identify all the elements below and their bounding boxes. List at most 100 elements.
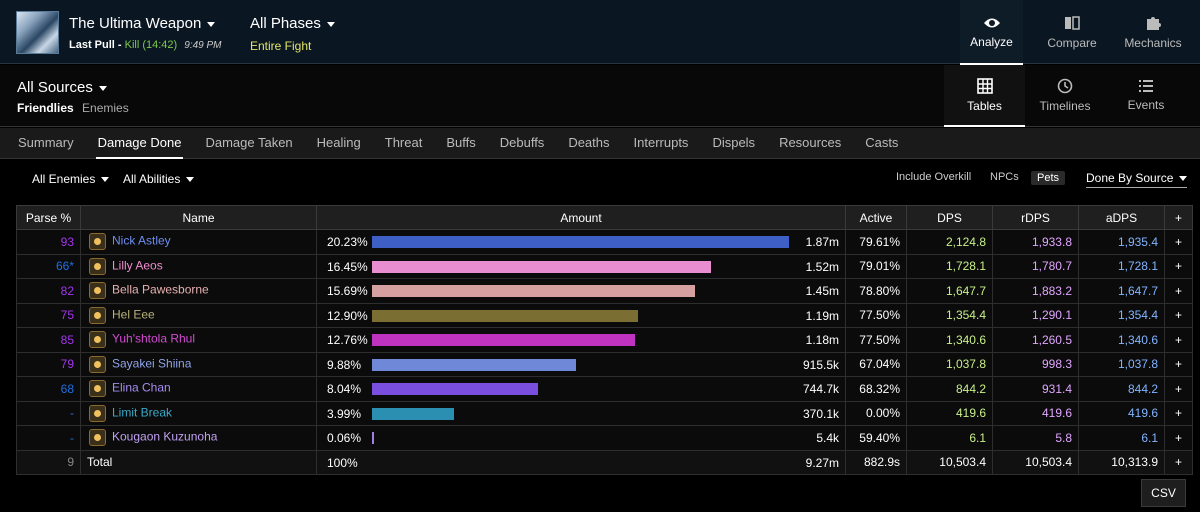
top-bar: The Ultima Weapon Last Pull - Kill (14:4… [0,0,1200,65]
tab-damage-taken[interactable]: Damage Taken [205,135,293,150]
tab-resources[interactable]: Resources [779,135,842,150]
name-cell[interactable]: Sayakei Shiina [80,351,317,377]
amount-bar [372,358,576,371]
chevron-down-icon [98,85,107,91]
expand-row-button[interactable]: + [1164,253,1193,279]
tab-dispels[interactable]: Dispels [712,135,756,150]
adps-cell: 1,354.4 [1078,302,1165,328]
view-events[interactable]: Events [1115,65,1177,126]
table-header-row: Parse % Name Amount Active DPS rDPS aDPS… [16,205,1193,230]
include-overkill-toggle[interactable]: Include Overkill [896,171,972,183]
player-name[interactable]: Hel Eee [112,307,155,322]
tab-debuffs[interactable]: Debuffs [499,135,545,150]
tab-buffs[interactable]: Buffs [446,135,476,150]
enemies-tab[interactable]: Enemies [82,101,129,115]
nav-analyze[interactable]: Analyze [960,0,1023,65]
table-row[interactable]: - Limit Break 3.99% 370.1k 0.00% 419.6 4… [16,400,1193,426]
friendlies-tab[interactable]: Friendlies [17,101,74,115]
abilities-filter[interactable]: All Abilities [123,172,195,186]
done-by-selector[interactable]: Done By Source [1086,171,1188,188]
dps-cell: 1,354.4 [906,302,993,328]
expand-row-button[interactable]: + [1164,302,1193,328]
expand-row-button[interactable]: + [1164,351,1193,377]
name-cell[interactable]: Hel Eee [80,302,317,328]
table-row[interactable]: 93 Nick Astley 20.23% 1.87m 79.61% 2,124… [16,229,1193,255]
nav-mechanics[interactable]: Mechanics [1118,0,1188,64]
name-cell[interactable]: Lilly Aeos [80,253,317,279]
table-row[interactable]: 75 Hel Eee 12.90% 1.19m 77.50% 1,354.4 1… [16,302,1193,328]
amount-value: 1.18m [805,333,839,347]
name-cell[interactable]: Yuh'shtola Rhul [80,327,317,353]
table-row[interactable]: 85 Yuh'shtola Rhul 12.76% 1.18m 77.50% 1… [16,327,1193,353]
expand-row-button[interactable]: + [1164,327,1193,353]
pets-toggle[interactable]: Pets [1031,171,1066,185]
col-amount[interactable]: Amount [316,205,846,230]
source-selector[interactable]: All Sources [17,79,107,96]
player-name[interactable]: Bella Pawesborne [112,282,209,297]
amount-bar [372,285,695,297]
name-cell[interactable]: Kougaon Kuzunoha [80,425,317,451]
col-adps[interactable]: aDPS [1078,205,1165,230]
encounter-selector[interactable]: The Ultima Weapon [69,15,216,32]
player-name[interactable]: Kougaon Kuzunoha [112,429,218,444]
table-row[interactable]: 82 Bella Pawesborne 15.69% 1.45m 78.80% … [16,278,1193,304]
col-dps[interactable]: DPS [906,205,993,230]
expand-row-button[interactable]: + [1164,229,1193,255]
nav-compare[interactable]: Compare [1040,0,1104,64]
amount-cell: 12.76% 1.18m [316,327,846,353]
player-name[interactable]: Elina Chan [112,380,171,395]
dps-cell: 1,340.6 [906,327,993,353]
tab-interrupts[interactable]: Interrupts [633,135,689,150]
tab-deaths[interactable]: Deaths [568,135,610,150]
job-icon [89,331,106,349]
phase-selector[interactable]: All Phases [250,15,335,32]
player-name[interactable]: Sayakei Shiina [112,356,192,371]
grid-icon [976,78,993,94]
expand-row-button[interactable]: + [1164,278,1193,304]
table-row[interactable]: 79 Sayakei Shiina 9.88% 915.5k 67.04% 1,… [16,351,1193,377]
job-icon [89,380,106,398]
col-parse[interactable]: Parse % [16,205,81,230]
name-cell[interactable]: Bella Pawesborne [80,278,317,304]
col-rdps[interactable]: rDPS [992,205,1079,230]
amount-percent: 15.69% [327,284,368,298]
table-row[interactable]: 68 Elina Chan 8.04% 744.7k 68.32% 844.2 … [16,376,1193,402]
tab-threat[interactable]: Threat [384,135,423,150]
dps-cell: 419.6 [906,400,993,426]
tab-healing[interactable]: Healing [316,135,361,150]
csv-export-button[interactable]: CSV [1141,479,1186,507]
expand-row-button[interactable]: + [1164,400,1193,426]
job-icon [89,429,106,447]
rdps-cell: 1,780.7 [992,253,1079,279]
player-name[interactable]: Nick Astley [112,233,171,248]
tab-damage-done[interactable]: Damage Done [86,128,194,159]
expand-row-button[interactable]: + [1164,425,1193,451]
active-cell: 59.40% [845,425,907,451]
player-name[interactable]: Limit Break [112,405,173,420]
player-name[interactable]: Yuh'shtola Rhul [112,331,196,346]
name-cell[interactable]: Limit Break [80,400,317,426]
total-row: 9 Total 100% 9.27m 882.9s 10,503.4 10,50… [16,449,1193,475]
report-tabs: Summary Damage Done Damage Taken Healing… [0,128,1200,159]
view-timelines[interactable]: Timelines [1033,65,1097,126]
name-cell[interactable]: Nick Astley [80,229,317,255]
player-name[interactable]: Lilly Aeos [112,258,163,273]
parse-cell: - [16,425,81,451]
add-column-button[interactable]: + [1164,205,1193,230]
boss-thumbnail [16,11,59,54]
npcs-toggle[interactable]: NPCs [990,171,1019,183]
total-plus-cell[interactable]: + [1164,449,1193,475]
table-row[interactable]: - Kougaon Kuzunoha 0.06% 5.4k 59.40% 6.1… [16,425,1193,451]
tab-summary[interactable]: Summary [18,135,74,150]
tab-casts[interactable]: Casts [865,135,899,150]
table-row[interactable]: 66* Lilly Aeos 16.45% 1.52m 79.01% 1,728… [16,253,1193,279]
amount-value: 1.45m [805,284,839,298]
col-active[interactable]: Active [845,205,907,230]
active-cell: 77.50% [845,327,907,353]
col-name[interactable]: Name [80,205,317,230]
view-tables[interactable]: Tables [944,65,1025,127]
name-cell[interactable]: Elina Chan [80,376,317,402]
expand-row-button[interactable]: + [1164,376,1193,402]
enemies-filter[interactable]: All Enemies [32,172,110,186]
total-rdps: 10,503.4 [992,449,1079,475]
